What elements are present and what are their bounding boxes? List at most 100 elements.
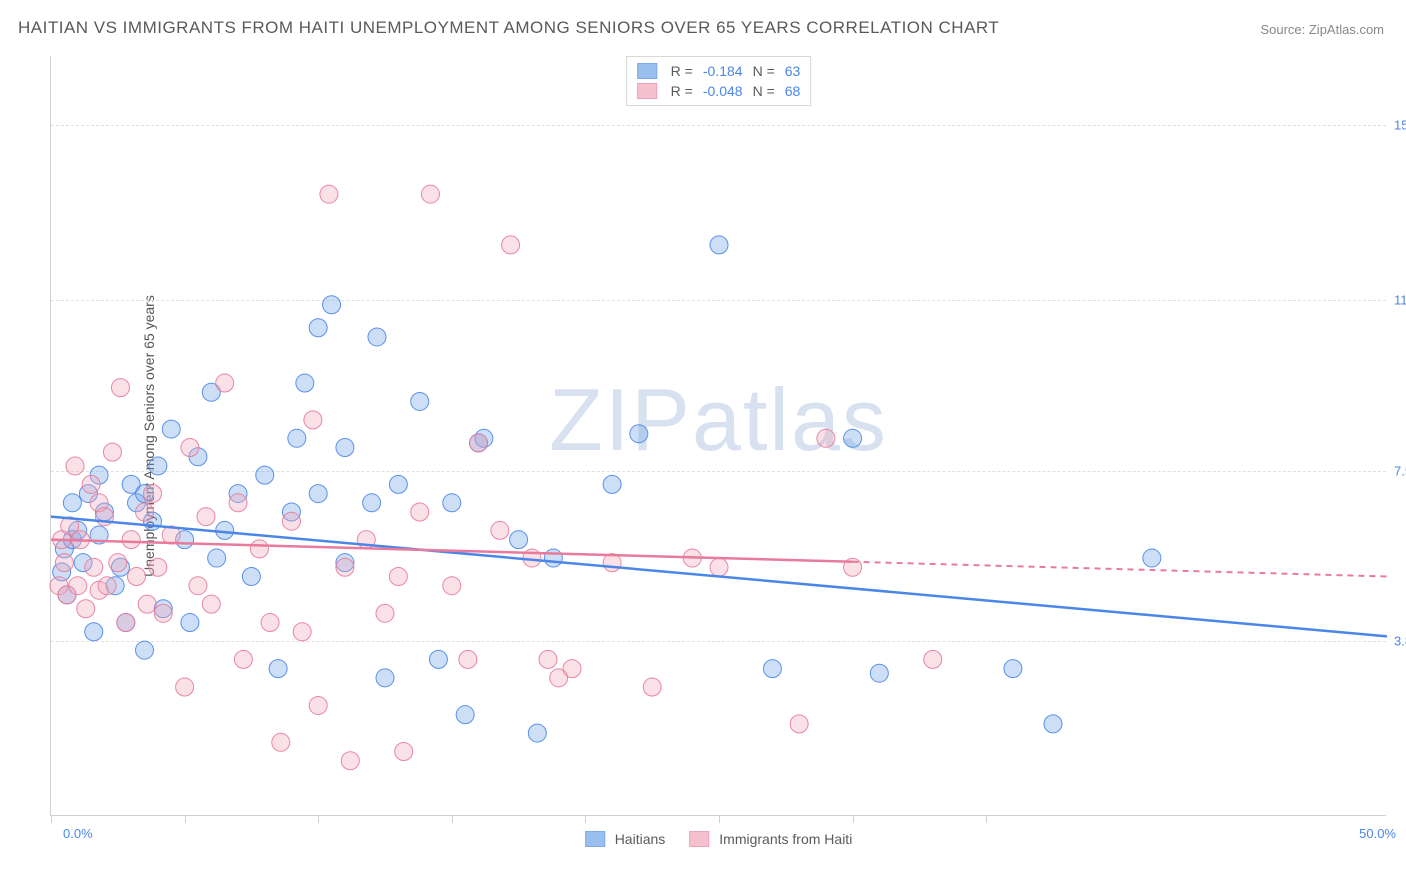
data-point: [282, 512, 300, 530]
data-point: [293, 623, 311, 641]
data-point: [411, 392, 429, 410]
data-point: [336, 439, 354, 457]
data-point: [176, 678, 194, 696]
y-tick-label: 7.5%: [1394, 463, 1406, 478]
data-point: [109, 554, 127, 572]
data-point: [544, 549, 562, 567]
data-point: [136, 503, 154, 521]
x-origin-label: 0.0%: [63, 826, 93, 841]
data-point: [122, 531, 140, 549]
data-point: [66, 457, 84, 475]
swatch-haitians: [585, 831, 605, 847]
data-point: [82, 475, 100, 493]
data-point: [55, 554, 73, 572]
data-point: [443, 577, 461, 595]
x-tick: [318, 815, 319, 823]
data-point: [85, 623, 103, 641]
data-point: [389, 567, 407, 585]
data-point: [320, 185, 338, 203]
data-point: [363, 494, 381, 512]
data-point: [528, 724, 546, 742]
data-point: [309, 319, 327, 337]
r-label: R =: [671, 63, 693, 79]
legend-item-immigrants: Immigrants from Haiti: [689, 831, 852, 847]
swatch-immigrants: [637, 83, 657, 99]
data-point: [459, 650, 477, 668]
scatter-svg: [51, 56, 1386, 815]
y-tick-label: 11.2%: [1394, 293, 1406, 308]
data-point: [1044, 715, 1062, 733]
x-tick: [986, 815, 987, 823]
legend-row-immigrants: R = -0.048 N = 68: [637, 81, 801, 101]
data-point: [111, 379, 129, 397]
legend-item-haitians: Haitians: [585, 831, 666, 847]
data-point: [336, 558, 354, 576]
data-point: [69, 577, 87, 595]
data-point: [296, 374, 314, 392]
chart-title: HAITIAN VS IMMIGRANTS FROM HAITI UNEMPLO…: [18, 18, 999, 38]
data-point: [128, 567, 146, 585]
r-value-immigrants: -0.048: [703, 83, 743, 99]
data-point: [603, 475, 621, 493]
data-point: [144, 485, 162, 503]
data-point: [272, 733, 290, 751]
data-point: [197, 508, 215, 526]
data-point: [510, 531, 528, 549]
data-point: [502, 236, 520, 254]
data-point: [261, 614, 279, 632]
data-point: [870, 664, 888, 682]
data-point: [763, 660, 781, 678]
x-tick: [853, 815, 854, 823]
r-value-haitians: -0.184: [703, 63, 743, 79]
data-point: [216, 374, 234, 392]
data-point: [411, 503, 429, 521]
swatch-immigrants: [689, 831, 709, 847]
n-value-haitians: 63: [785, 63, 801, 79]
data-point: [368, 328, 386, 346]
swatch-haitians: [637, 63, 657, 79]
plot-area: ZIPatlas 3.8%7.5%11.2%15.0% R = -0.184 N…: [50, 56, 1386, 816]
data-point: [456, 706, 474, 724]
data-point: [250, 540, 268, 558]
data-point: [85, 558, 103, 576]
legend-series: Haitians Immigrants from Haiti: [585, 831, 853, 847]
n-label: N =: [753, 83, 775, 99]
data-point: [136, 641, 154, 659]
legend-correlation: R = -0.184 N = 63 R = -0.048 N = 68: [626, 56, 812, 106]
trend-line-dashed: [853, 562, 1387, 577]
data-point: [256, 466, 274, 484]
data-point: [1143, 549, 1161, 567]
legend-label-immigrants: Immigrants from Haiti: [719, 831, 852, 847]
data-point: [389, 475, 407, 493]
x-tick: [452, 815, 453, 823]
data-point: [202, 595, 220, 613]
data-point: [208, 549, 226, 567]
data-point: [323, 296, 341, 314]
data-point: [189, 577, 207, 595]
data-point: [844, 429, 862, 447]
data-point: [309, 485, 327, 503]
data-point: [304, 411, 322, 429]
legend-row-haitians: R = -0.184 N = 63: [637, 61, 801, 81]
data-point: [563, 660, 581, 678]
data-point: [429, 650, 447, 668]
data-point: [242, 567, 260, 585]
data-point: [269, 660, 287, 678]
data-point: [539, 650, 557, 668]
data-point: [630, 425, 648, 443]
data-point: [288, 429, 306, 447]
data-point: [309, 696, 327, 714]
data-point: [491, 521, 509, 539]
data-point: [117, 614, 135, 632]
source-label: Source: ZipAtlas.com: [1260, 22, 1384, 37]
data-point: [98, 577, 116, 595]
data-point: [924, 650, 942, 668]
data-point: [234, 650, 252, 668]
trend-line: [51, 540, 853, 562]
data-point: [341, 752, 359, 770]
data-point: [710, 558, 728, 576]
y-tick-label: 15.0%: [1394, 118, 1406, 133]
data-point: [790, 715, 808, 733]
data-point: [395, 743, 413, 761]
data-point: [421, 185, 439, 203]
